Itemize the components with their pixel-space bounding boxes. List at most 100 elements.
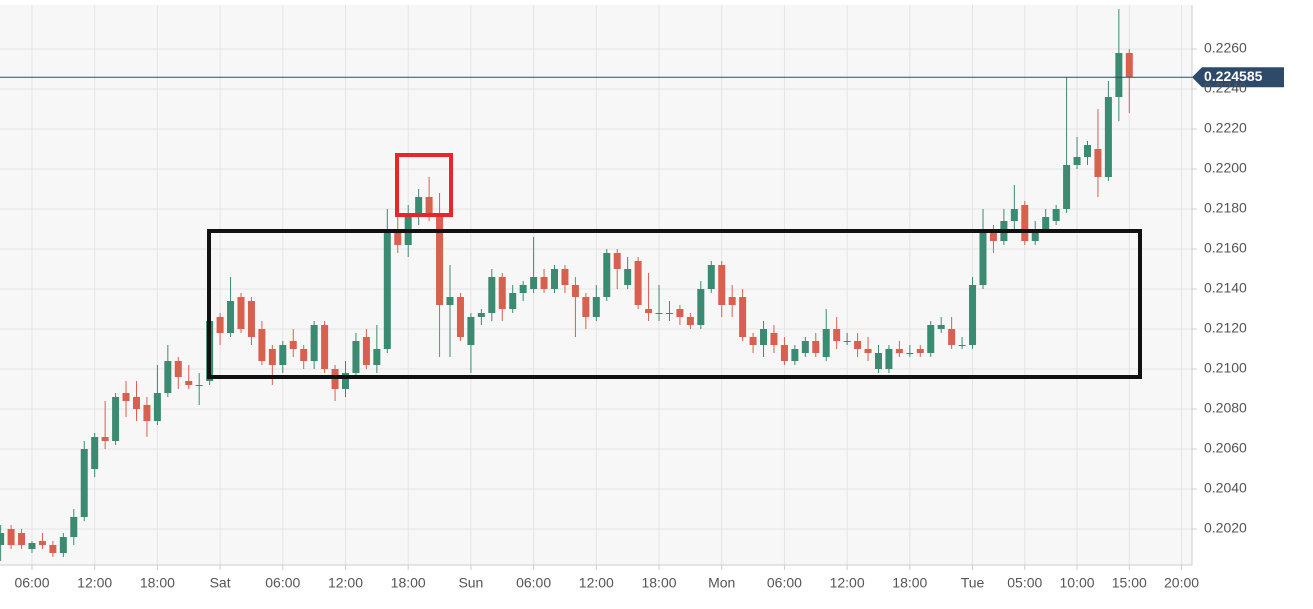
candle-body [1052,209,1060,221]
candle-body [49,545,57,553]
candle-body [456,297,464,337]
candle-body [592,297,600,317]
x-tick-label: 06:00 [14,575,49,591]
y-tick-label: 0.2160 [1204,240,1247,256]
y-tick-label: 0.2200 [1204,160,1247,176]
candle-body [394,229,402,245]
candle-body [101,437,109,441]
candle-body [185,381,193,385]
candle-body [1063,165,1071,209]
x-tick-label: Mon [708,575,735,591]
y-tick-label: 0.2040 [1204,480,1247,496]
candle-body [530,277,538,289]
candle-body [634,261,642,305]
candle-body [551,269,559,289]
y-tick-label: 0.2180 [1204,200,1247,216]
candle-body [59,537,67,553]
candle-body [655,313,663,314]
candle-body [227,301,235,333]
candle-body [132,397,140,409]
candle-body [174,361,182,377]
y-tick-label: 0.2080 [1204,400,1247,416]
x-tick-label: 10:00 [1060,575,1095,591]
candle-body [603,253,611,297]
candle-body [906,353,914,354]
candle-body [833,329,841,341]
candle-body [91,437,99,469]
candle-body [561,269,569,285]
y-tick-label: 0.2220 [1204,120,1247,136]
candle-body [801,341,809,353]
candle-body [80,449,88,517]
candle-body [1021,205,1029,241]
candle-body [258,329,266,361]
candle-body [749,337,757,345]
candle-body [916,349,924,353]
candle-body [1125,53,1133,77]
candle-body [300,349,308,361]
candle-body [791,349,799,361]
candle-body [373,349,381,365]
candle-body [843,341,851,342]
last-price-label: 0.224585 [1204,68,1263,84]
candle-body [268,349,276,365]
candle-body [780,345,788,361]
x-tick-label: Sun [458,575,483,591]
candle-body [519,285,527,293]
candle-body [38,541,46,545]
candle-body [18,533,26,545]
y-tick-label: 0.2140 [1204,280,1247,296]
x-tick-label: 18:00 [391,575,426,591]
candle-body [509,293,517,309]
candle-body [1031,229,1039,241]
y-tick-label: 0.2260 [1204,40,1247,56]
candle-body [164,361,172,393]
candle-body [498,277,506,309]
candle-body [362,337,370,365]
candle-body [143,405,151,421]
candle-body [948,329,956,345]
candle-body [822,329,830,357]
candle-body [289,341,297,349]
last-price-tag [1192,67,1284,88]
x-tick-label: 18:00 [140,575,175,591]
x-tick-label: 18:00 [892,575,927,591]
candle-body [341,373,349,389]
candle-body [697,289,705,325]
y-tick-label: 0.2060 [1204,440,1247,456]
candle-body [1042,217,1050,229]
candle-body [613,253,621,269]
y-tick-label: 0.2020 [1204,520,1247,536]
candle-body [153,393,161,421]
candle-body [1104,97,1112,177]
x-tick-label: 06:00 [265,575,300,591]
candle-body [477,313,485,317]
candle-body [864,349,872,353]
candle-body [1094,149,1102,177]
candle-body [686,317,694,325]
candle-body [122,393,130,401]
candle-body [645,309,653,313]
x-tick-label: 18:00 [641,575,676,591]
candle-body [937,325,945,329]
candle-body [279,345,287,365]
x-tick-label: 12:00 [579,575,614,591]
y-tick-label: 0.2120 [1204,320,1247,336]
candle-body [895,349,903,353]
candle-body [989,233,997,241]
candle-body [854,341,862,349]
candle-body [707,265,715,289]
candle-body [739,297,747,337]
candle-body [216,317,224,333]
overlay [0,48,1284,570]
candle-body [28,543,36,549]
candles [0,9,1133,561]
candle-body [969,285,977,345]
candle-body [760,329,768,345]
candle-body [718,265,726,305]
candle-body [247,301,255,337]
candle-body [979,233,987,285]
x-tick-label: 12:00 [328,575,363,591]
candle-body [7,529,15,545]
